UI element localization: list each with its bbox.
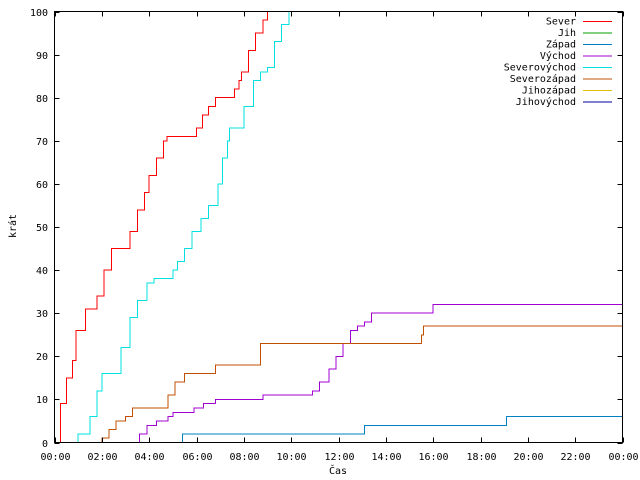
x-tick-label: 18:00 [466,452,496,463]
y-tick-label: 70 [36,137,48,148]
legend-label: Severovýchod [504,62,576,74]
x-tick-label: 02:00 [87,452,117,463]
legend-label: Jihovýchod [516,96,576,108]
y-tick-label: 20 [36,352,48,363]
x-tick-label: 00:00 [608,452,638,463]
legend-label: Jihozápad [522,85,576,97]
x-tick-label: 16:00 [418,452,448,463]
y-tick-label: 60 [36,180,48,191]
y-tick-label: 90 [36,51,48,62]
series-line-4 [54,11,290,443]
x-tick-label: 08:00 [229,452,259,463]
series-lines [54,11,623,443]
legend-label: Východ [540,50,576,62]
y-tick-label: 50 [36,223,48,234]
series-line-0 [54,11,268,443]
x-tick-label: 06:00 [182,452,212,463]
legend-label: Sever [546,17,576,28]
x-tick-label: 20:00 [513,452,543,463]
x-tick-label: 04:00 [134,452,164,463]
y-tick-label: 100 [30,8,48,19]
x-tick-labels: 00:00 02:00 04:00 06:00 08:00 10:00 12:00 14:00… [40,452,638,463]
x-tick-label: 10:00 [276,452,306,463]
x-tick-label: 22:00 [560,452,590,463]
y-tick-label: 80 [36,94,48,105]
y-tick-labels: 0 10 20 30 40 50 60 70 80 90 100 [30,8,48,450]
y-tick-label: 40 [36,266,48,277]
legend-label: Západ [546,39,576,51]
legend: SeverJihZápadVýchodSeverovýchodSeverozáp… [504,17,612,108]
x-tick-label: 14:00 [371,452,401,463]
series-line-5 [54,325,623,443]
series-line-2 [54,416,623,443]
series-line-3 [54,304,623,443]
y-tick-label: 0 [42,439,48,450]
y-axis-label: krát [7,214,19,238]
y-tick-label: 10 [36,395,48,406]
axis-ticks [54,11,624,444]
legend-label: Severozápad [510,73,576,85]
x-tick-label: 00:00 [40,452,70,463]
y-tick-label: 30 [36,309,48,320]
x-tick-label: 12:00 [324,452,354,463]
legend-label: Jih [558,28,576,39]
x-axis-label: Čas [329,464,347,477]
